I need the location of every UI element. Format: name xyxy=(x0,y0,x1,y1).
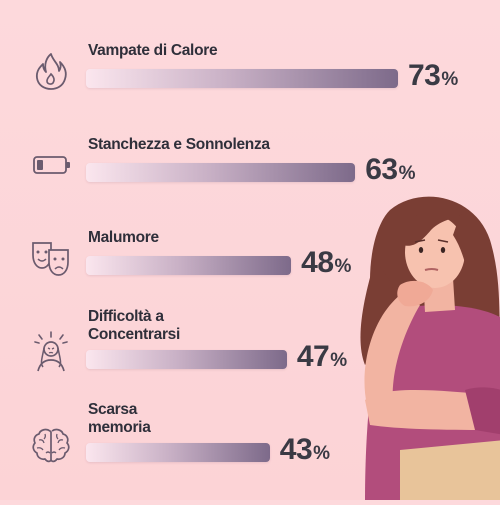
flame-icon xyxy=(28,48,74,94)
stressed-person-icon xyxy=(28,329,74,375)
category-label: Vampate di Calore xyxy=(88,42,218,59)
brain-icon xyxy=(28,422,74,468)
data-label: 43% xyxy=(279,433,331,466)
data-label: 63% xyxy=(365,152,416,186)
bar xyxy=(86,443,270,462)
battery-low-icon xyxy=(28,142,74,188)
category-label: Malumore xyxy=(88,229,159,246)
bar xyxy=(86,162,356,182)
data-label: 48% xyxy=(301,246,352,279)
theater-masks-icon xyxy=(28,235,74,281)
bar xyxy=(86,69,398,88)
thinking-woman-illustration xyxy=(345,190,500,500)
category-label: Scarsa memoria xyxy=(88,401,151,436)
data-label: 47% xyxy=(296,339,348,373)
category-label: Stanchezza e Sonnolenza xyxy=(88,135,270,153)
category-label: Difficoltà a Concentrarsi xyxy=(88,307,181,343)
bar xyxy=(86,256,292,275)
bar xyxy=(86,349,287,369)
data-label: 73% xyxy=(408,59,459,92)
